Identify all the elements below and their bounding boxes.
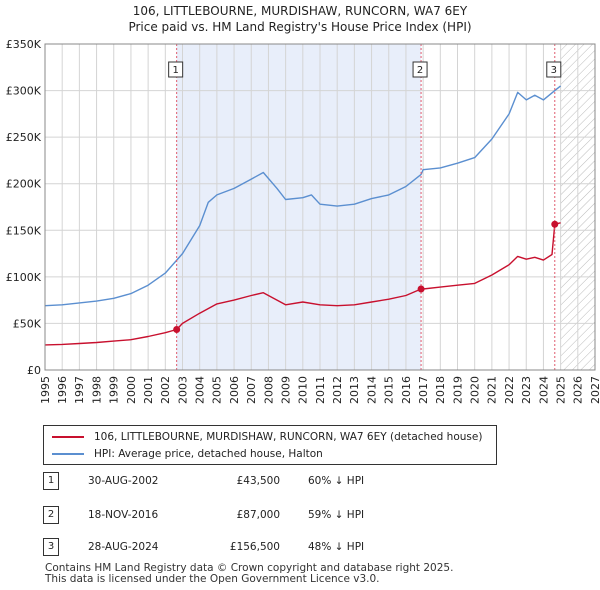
property-series-line [44, 222, 561, 346]
sale-number-badge: 3 [43, 538, 59, 556]
x-tick-label: 1997 [73, 376, 86, 404]
footer-copyright: Contains HM Land Registry data © Crown c… [45, 562, 454, 574]
x-tick-label: 2017 [417, 376, 430, 404]
y-tick-label: £0 [27, 364, 41, 377]
x-tick-label: 2005 [211, 376, 224, 404]
x-tick-label: 2008 [262, 376, 275, 404]
sale-date: 28-AUG-2024 [88, 541, 159, 553]
sale-point [173, 325, 181, 333]
chart-title-address: 106, LITTLEBOURNE, MURDISHAW, RUNCORN, W… [132, 4, 468, 18]
chart-title: Price paid vs. HM Land Registry's House … [128, 20, 472, 34]
sale-row: 1 30-AUG-2002 £43,500 60% ↓ HPI [43, 472, 443, 490]
x-tick-label: 2011 [314, 376, 327, 404]
x-tick-label: 2002 [159, 376, 172, 404]
sale-point [551, 220, 559, 228]
sale-marker-badge [412, 61, 428, 78]
hpi-series-line [44, 85, 562, 307]
sale-date: 30-AUG-2002 [88, 475, 159, 487]
x-tick-label: 2018 [434, 376, 447, 404]
x-tick-label: 2003 [176, 376, 189, 404]
x-tick-label: 2004 [194, 376, 207, 404]
x-tick-label: 2010 [297, 376, 310, 404]
x-tick-label: 2001 [142, 376, 155, 404]
x-tick-label: 2007 [245, 376, 258, 404]
x-tick-label: 2012 [331, 376, 344, 404]
legend: 106, LITTLEBOURNE, MURDISHAW, RUNCORN, W… [43, 425, 497, 465]
sale-hpi-diff: 60% ↓ HPI [308, 475, 365, 487]
x-tick-label: 1995 [39, 376, 52, 404]
x-tick-label: 2019 [451, 376, 464, 404]
footer-licence: This data is licensed under the Open Gov… [45, 573, 380, 585]
sale-price: £87,000 [236, 509, 280, 521]
y-tick-label: £300K [6, 85, 42, 98]
x-tick-label: 2006 [228, 376, 241, 404]
sale-marker-label: 1 [172, 65, 178, 76]
x-tick-label: 2015 [383, 376, 396, 404]
y-tick-label: £150K [6, 224, 42, 237]
sale-row: 3 28-AUG-2024 £156,500 48% ↓ HPI [43, 538, 443, 556]
sale-hpi-diff: 48% ↓ HPI [308, 541, 365, 553]
y-tick-label: £100K [6, 271, 42, 284]
legend-label-property: 106, LITTLEBOURNE, MURDISHAW, RUNCORN, W… [94, 431, 483, 443]
x-tick-label: 2027 [589, 376, 600, 404]
x-tick-label: 2009 [279, 376, 292, 404]
x-tick-label: 2024 [537, 376, 550, 404]
y-tick-label: £200K [6, 178, 42, 191]
sale-marker-badge [546, 61, 562, 78]
legend-swatch-property [52, 436, 84, 438]
x-tick-label: 2023 [520, 376, 533, 404]
x-tick-label: 2020 [469, 376, 482, 404]
sale-marker-label: 3 [551, 65, 557, 76]
sale-date: 18-NOV-2016 [88, 509, 159, 521]
x-tick-label: 2025 [554, 376, 567, 404]
x-tick-label: 1999 [108, 376, 121, 404]
sale-marker-label: 2 [417, 65, 423, 76]
sale-number-badge: 1 [43, 472, 59, 490]
x-tick-label: 1998 [90, 376, 103, 404]
x-tick-label: 2013 [348, 376, 361, 404]
x-tick-label: 2021 [486, 376, 499, 404]
y-tick-label: £350K [6, 38, 42, 51]
price-chart: 1 2 3 £0 £50K £100K £150K £200K £250K £300K £350K… [6, 38, 600, 404]
x-tick-label: 2026 [572, 376, 585, 404]
y-tick-label: £250K [6, 131, 42, 144]
x-tick-label: 2016 [400, 376, 413, 404]
y-tick-label: £50K [13, 317, 42, 330]
ownership-band [176, 44, 422, 370]
plot-frame [44, 43, 596, 371]
sale-row: 2 18-NOV-2016 £87,000 59% ↓ HPI [43, 506, 443, 524]
sale-marker-badge [168, 61, 184, 78]
sale-price: £156,500 [229, 541, 280, 553]
legend-swatch-hpi [52, 453, 84, 455]
sale-hpi-diff: 59% ↓ HPI [308, 509, 365, 521]
x-tick-label: 2014 [365, 376, 378, 404]
legend-item-property: 106, LITTLEBOURNE, MURDISHAW, RUNCORN, W… [52, 430, 482, 444]
sale-number-badge: 2 [43, 506, 59, 524]
x-tick-label: 2022 [503, 376, 516, 404]
legend-item-hpi: HPI: Average price, detached house, Halt… [52, 447, 323, 461]
x-tick-label: 1996 [56, 376, 69, 404]
x-tick-label: 2000 [125, 376, 138, 404]
sale-price: £43,500 [236, 475, 280, 487]
sale-point [417, 285, 425, 293]
legend-label-hpi: HPI: Average price, detached house, Halt… [94, 448, 323, 460]
